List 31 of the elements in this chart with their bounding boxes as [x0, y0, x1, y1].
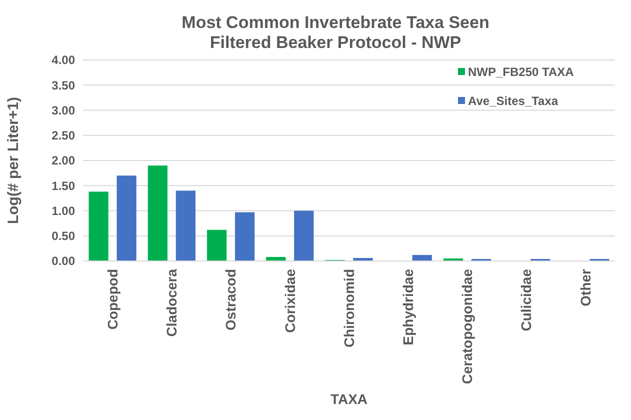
- bar: [148, 166, 168, 261]
- bar: [412, 254, 432, 261]
- x-tick-label: Ostracod: [222, 269, 239, 330]
- bar: [88, 192, 108, 261]
- bar: [176, 190, 196, 261]
- legend-label: Ave_Sites_Taxa: [468, 94, 558, 108]
- y-tick-label: 1.00: [52, 204, 76, 218]
- x-tick-label: Cladocera: [164, 268, 180, 337]
- y-tick-label: 3.00: [52, 103, 76, 118]
- y-tick-label: 2.00: [52, 154, 76, 168]
- legend-label: NWP_FB250 TAXA: [468, 65, 574, 80]
- x-tick-label: Chironomid: [340, 269, 357, 348]
- bar: [116, 176, 136, 261]
- y-tick-label: 2.50: [52, 128, 76, 143]
- x-tick-label: Culicidae: [518, 268, 534, 332]
- y-tick-label: 0.00: [52, 254, 76, 268]
- x-tick-label: Ceratopogonidae: [459, 268, 476, 384]
- x-axis-title: TAXA: [330, 391, 368, 407]
- bar: [206, 230, 227, 261]
- y-tick-label: 0.50: [52, 229, 76, 244]
- chart-title: Most Common Invertebrate Taxa Seen Filtered Beaker Protocol - NWP: [182, 13, 490, 52]
- x-tick-label: Copepod: [104, 269, 120, 330]
- y-tick-label: 1.50: [52, 178, 76, 193]
- x-tick-label: Ephydridae: [400, 268, 416, 346]
- bar: [234, 212, 255, 261]
- y-tick-label: 3.50: [52, 78, 76, 92]
- y-axis-title: Log(# per Liter+1): [5, 96, 22, 224]
- x-tick-label: Other: [577, 268, 594, 306]
- x-tick-label: Corixidae: [282, 268, 298, 333]
- y-tick-label: 4.00: [52, 53, 76, 68]
- bar: [294, 210, 314, 261]
